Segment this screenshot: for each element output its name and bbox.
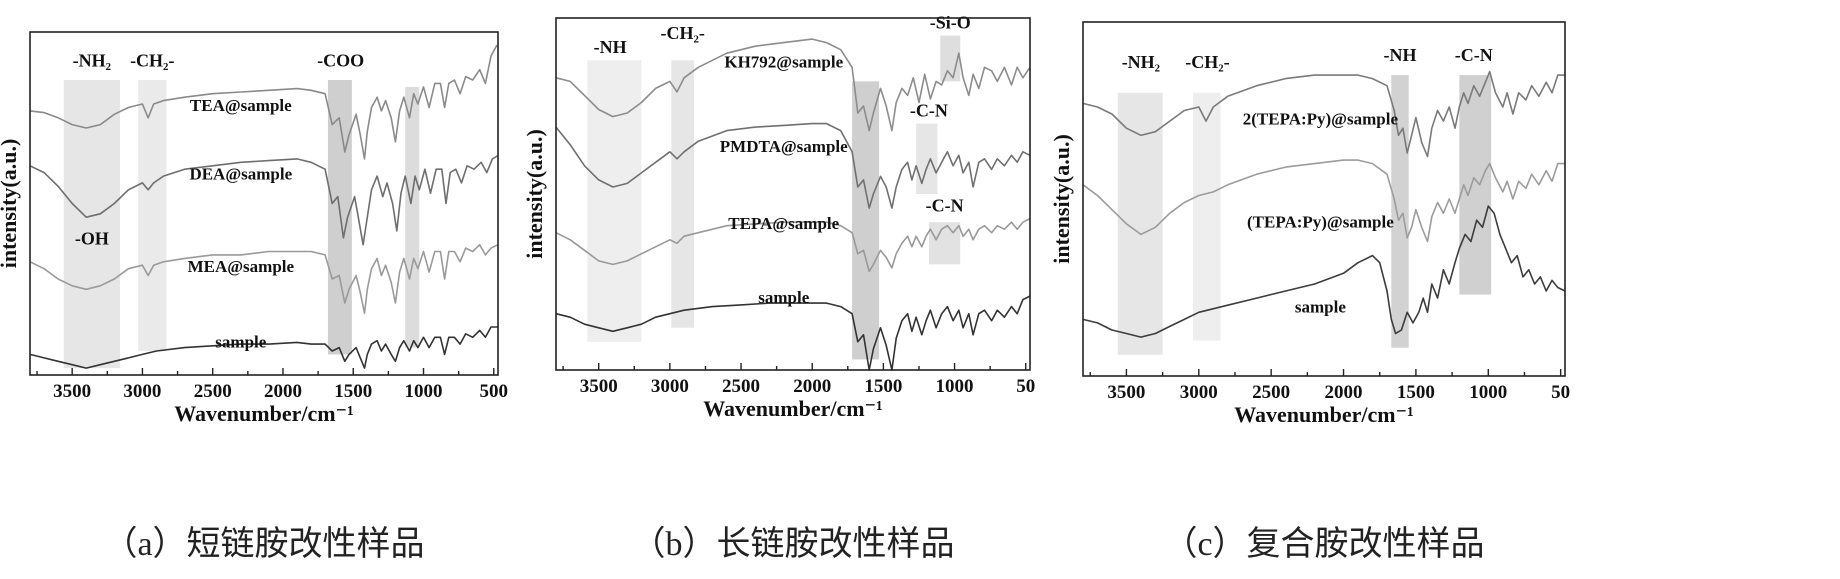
absorption-band [1391,75,1409,348]
series-label: KH792@sample [724,52,843,71]
spectrum-line [1082,205,1566,338]
panel-b-series-labels: KH792@sample PMDTA@sample TEPA@sample sampl… [720,52,848,307]
absorption-band [1459,75,1492,295]
panel-a-annotations: -NH₂ -CH₂- -COO -OH [73,50,364,248]
panel-b-x-ticks: 3500 3000 2500 2000 1500 1000 50 [562,363,1035,397]
functional-group-label: -CH₂- [1185,52,1229,72]
x-tick-label: 50 [1016,376,1035,397]
series-label: sample [1295,297,1346,316]
absorption-band [63,80,120,369]
panel-b-x-axis-label: Wavenumber/cm⁻¹ [703,396,883,421]
x-tick-label: 500 [480,381,509,402]
panel-b-plot-frame [555,17,1031,371]
x-tick-label: 3500 [53,381,91,402]
panel-c-series-labels: 2(TEPA:Py)@sample (TEPA:Py)@sample sample [1243,110,1399,317]
functional-group-label: -COO [317,50,364,70]
panel-c-caption: （c）复合胺改性样品 [1163,525,1484,563]
x-tick-label: 1500 [334,381,372,402]
x-tick-label: 50 [1551,382,1570,403]
panel-b-bands [587,35,961,360]
panel-b-y-axis-label: intensity(a.u.) [522,129,547,259]
panel-b: KH792@sample PMDTA@sample TEPA@sample sampl… [522,13,1035,563]
panel-a-y-axis-label: intensity(a.u.) [0,139,21,269]
functional-group-label: -CH₂- [660,23,704,43]
spectrum-line [1082,159,1565,243]
panel-c-annotations: -NH₂ -CH₂- -NH -C-N [1122,45,1493,72]
spectrum-line [29,44,498,160]
absorption-band [405,86,420,348]
panel-a-x-ticks: 3500 3000 2500 2000 1500 1000 500 [36,368,509,402]
panel-c-x-axis-label: Wavenumber/cm⁻¹ [1234,402,1414,427]
functional-group-label: -C-N [910,101,948,121]
x-tick-label: 3000 [123,381,161,402]
x-tick-label: 1500 [1397,382,1435,403]
functional-group-label: -C-N [1455,45,1493,65]
x-tick-label: 2000 [264,381,302,402]
panel-b-caption: （b）长链胺改性样品 [632,525,955,563]
absorption-band [671,60,695,328]
x-tick-label: 3000 [1180,382,1218,403]
functional-group-label: -NH [1383,45,1416,65]
panel-a-series [29,44,499,369]
x-tick-label: 3500 [580,376,618,397]
x-tick-label: 1000 [1469,382,1507,403]
spectrum-line [555,217,1031,273]
spectrum-line [29,243,499,315]
x-tick-label: 1000 [936,376,974,397]
panel-c-x-ticks: 3500 3000 2500 2000 1500 1000 50 [1089,369,1570,403]
absorption-band [138,80,167,351]
absorption-band [852,81,880,360]
absorption-band [1193,92,1221,341]
panel-a: TEA@sample DEA@sample MEA@sample sample -NH… [0,31,509,563]
functional-group-label: -NH [594,37,627,57]
series-label: sample [758,288,809,307]
spectrum-line [1082,70,1565,158]
spectrum-line [555,295,1031,371]
x-tick-label: 1500 [864,376,902,397]
absorption-band [587,60,642,342]
series-label: 2(TEPA:Py)@sample [1243,110,1399,129]
panel-a-x-axis-label: Wavenumber/cm⁻¹ [174,401,354,426]
panel-c-bands [1117,75,1492,355]
x-tick-label: 2500 [194,381,232,402]
absorption-band [916,123,938,194]
x-tick-label: 3500 [1107,382,1145,403]
x-tick-label: 2500 [1252,382,1290,403]
panel-b-series [555,38,1031,371]
series-label: sample [215,333,266,352]
functional-group-label: -C-N [926,196,964,216]
spectrum-line [555,122,1031,209]
panel-c-plot-frame [1082,21,1566,377]
x-tick-label: 1000 [405,381,443,402]
panel-c: 2(TEPA:Py)@sample(TEPA:Py)@samplesample … [1049,21,1570,563]
series-label: MEA@sample [188,257,295,276]
functional-group-label: -Si-O [930,13,971,33]
x-tick-label: 2000 [793,376,831,397]
x-tick-label: 3000 [651,376,689,397]
panel-b-annotations: -NH -CH₂- -Si-O -C-N -C-N [594,13,971,216]
functional-group-label: -OH [75,229,109,249]
x-tick-label: 2000 [1325,382,1363,403]
panel-a-series-labels: TEA@sample DEA@sample MEA@sample sample [188,96,295,352]
series-label: DEA@sample [189,164,292,183]
panel-a-caption: （a）短链胺改性样品 [103,525,424,563]
functional-group-label: -NH₂ [1122,52,1160,72]
series-label: TEPA@sample [728,214,839,233]
panel-a-plot-frame [29,31,499,376]
absorption-band [1117,92,1163,355]
functional-group-label: -NH₂ [73,50,111,70]
spectrum-line [555,38,1031,132]
panel-c-y-axis-label: intensity(a.u.) [1049,134,1074,264]
spectrum-line [29,326,498,369]
x-tick-label: 2500 [722,376,760,397]
series-label: (TEPA:Py)@sample [1247,212,1394,231]
panel-c-series [1082,70,1566,338]
spectrum-line [29,154,499,246]
series-label: PMDTA@sample [720,137,848,156]
series-label: TEA@sample [190,96,292,115]
functional-group-label: -CH₂- [130,50,174,70]
